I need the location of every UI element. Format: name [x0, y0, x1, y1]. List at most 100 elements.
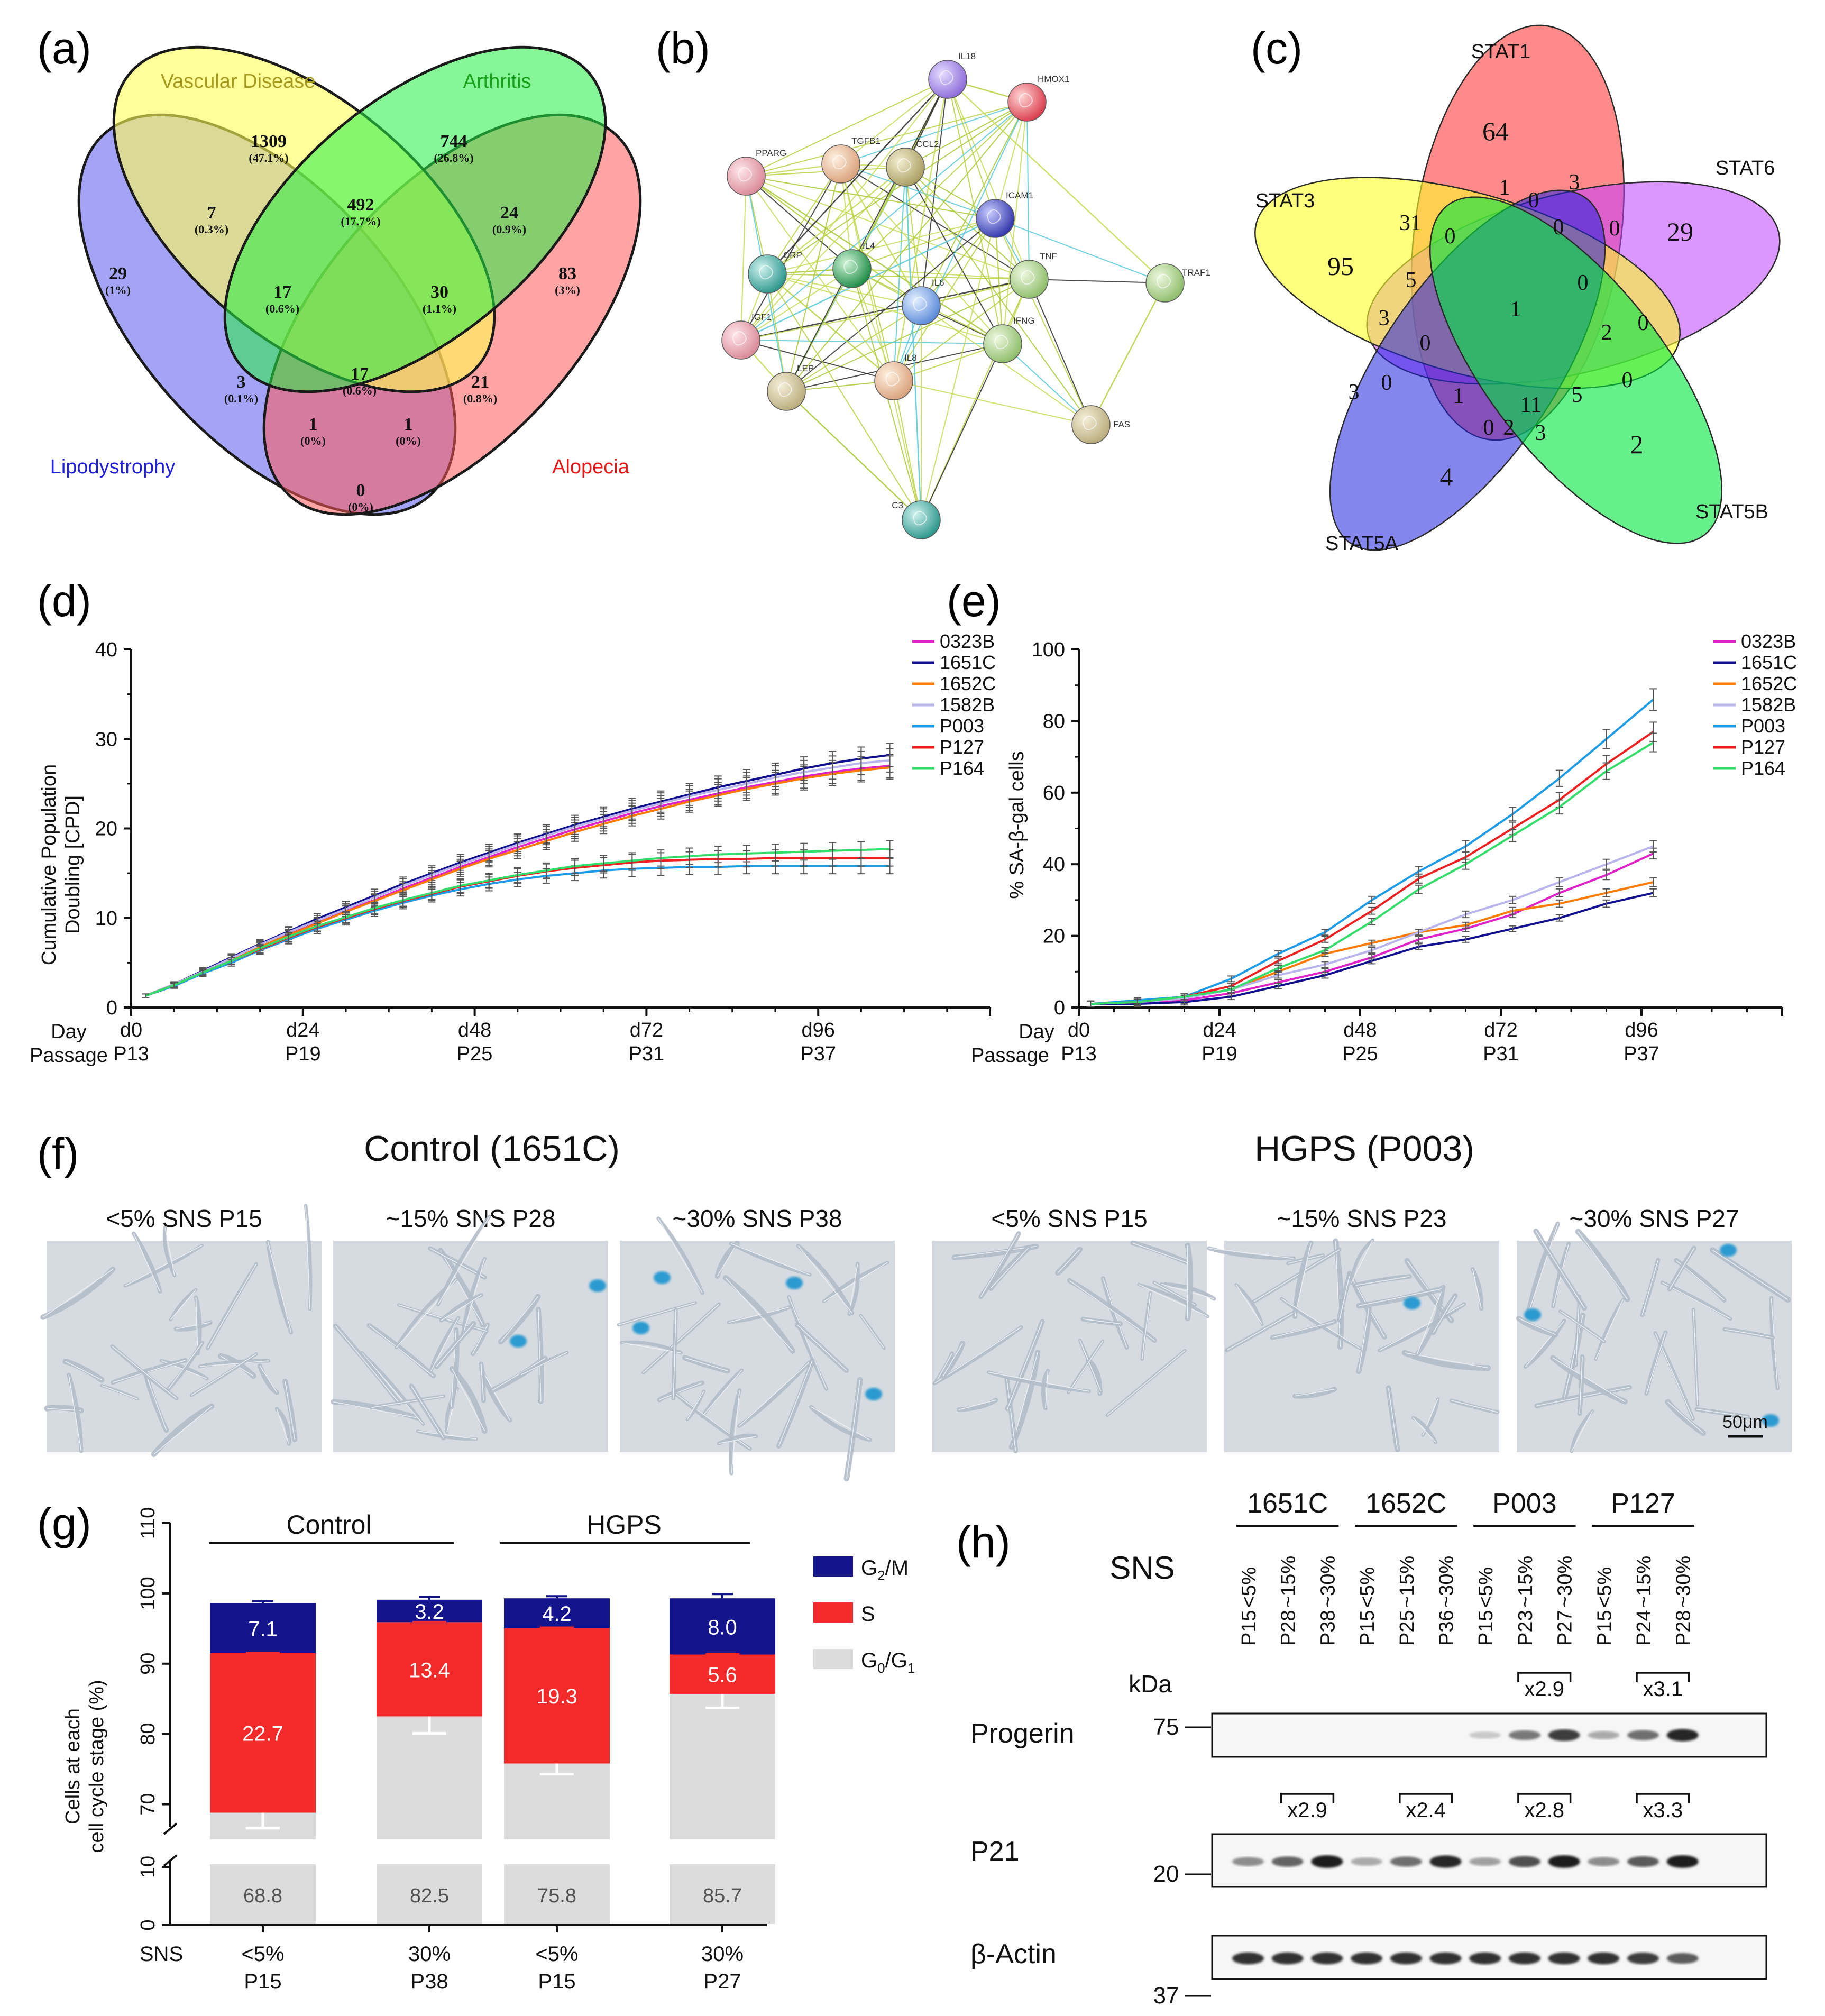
blot-band: [1666, 1729, 1699, 1742]
x-tick-label-day: d96: [1625, 1019, 1658, 1041]
network-edge: [1002, 343, 1092, 425]
cell-shape: [657, 1380, 705, 1403]
e-row2-label: Passage: [971, 1044, 1049, 1067]
blot-band: [1271, 1856, 1304, 1867]
legend-label-p164: P164: [1741, 757, 1785, 779]
fold-change-label: x2.9: [1524, 1678, 1564, 1701]
micrograph-image: [1224, 1241, 1499, 1452]
network-edge: [786, 163, 841, 392]
network-edge: [746, 175, 922, 307]
cell-edge: [1571, 1410, 1593, 1452]
network-edge: [740, 163, 841, 341]
bar-segment-g0g1: [377, 1716, 482, 1839]
venn5-count: 0: [1578, 271, 1589, 295]
legend-swatch-g2m: [813, 1556, 853, 1577]
legend-label-p127: P127: [940, 736, 984, 758]
blot-band: [1627, 1856, 1659, 1867]
network-edge: [786, 279, 1030, 392]
sa-beta-gal-stain: [510, 1335, 527, 1348]
cell-shape: [1356, 1305, 1372, 1374]
network-edge: [740, 268, 852, 341]
network-edge: [1029, 279, 1166, 283]
cell-shape: [274, 1407, 291, 1446]
panel-g-letter: (g): [37, 1499, 91, 1548]
group-label: P003: [1492, 1488, 1556, 1519]
series-line-p164: [1090, 741, 1654, 1005]
node-label: IFNG: [1013, 316, 1035, 326]
group-label: 1652C: [1365, 1488, 1446, 1519]
cell-edge: [164, 1227, 175, 1276]
bar-segment-g0g1-lower: [210, 1864, 316, 1924]
cell-edge: [285, 1381, 296, 1440]
fold-change-label: x3.3: [1643, 1799, 1683, 1822]
network-edge: [1002, 102, 1028, 344]
d-row2-label: Passage: [30, 1044, 108, 1067]
node-structure-glyph: [939, 70, 953, 85]
cell-shape: [131, 1231, 162, 1294]
cell-edge: [446, 1388, 458, 1433]
venn5-count: 11: [1520, 393, 1542, 417]
node-structure-glyph: [1083, 416, 1097, 430]
network-edge: [767, 102, 1028, 274]
micrograph-image: [932, 1241, 1207, 1452]
network-edge: [746, 176, 894, 381]
cell-shape: [1185, 1242, 1194, 1322]
cell-shape: [1769, 1296, 1780, 1390]
count-laal: 1: [404, 415, 413, 434]
cell-edge: [441, 1295, 482, 1321]
bar-segment-g0g1-lower: [670, 1864, 775, 1924]
micrograph-caption: ~15% SNS P28: [386, 1205, 556, 1232]
bar-segment-g2m: [504, 1598, 610, 1628]
sa-beta-gal-stain: [1762, 1414, 1779, 1427]
cell-shape: [1270, 1319, 1337, 1340]
fold-bracket: [1636, 1793, 1690, 1803]
label-arthritis: Arthritis: [463, 70, 531, 93]
sa-beta-gal-stain: [632, 1322, 649, 1334]
lane-sns: ~30%: [1673, 1556, 1695, 1608]
series-line-0323b: [1090, 853, 1654, 1005]
node-label: IL4: [863, 241, 875, 251]
node-label: CRP: [783, 250, 802, 260]
kda-marker: 37: [1153, 1983, 1179, 2009]
cell-edge: [1518, 1318, 1556, 1335]
blot-band: [1271, 1952, 1304, 1965]
y-tick-label: 0: [106, 997, 117, 1019]
blot-band: [1627, 1952, 1659, 1965]
cell-shape: [1550, 1355, 1628, 1405]
bar-segment-s: [670, 1654, 775, 1694]
cell-edge: [659, 1382, 703, 1400]
cell-shape: [700, 1368, 744, 1418]
bar-label-g2m: 7.1: [248, 1618, 278, 1641]
pct-v-only: (47.1%): [249, 151, 288, 164]
node-fas: [1071, 405, 1111, 444]
cell-edge: [1107, 1350, 1186, 1416]
node-il4: [832, 249, 872, 288]
cell-shape: [257, 1363, 280, 1395]
cell-edge: [1696, 1409, 1748, 1417]
pct-lal: (0%): [348, 500, 373, 514]
cell-edge: [1578, 1231, 1628, 1299]
pct-la: (0.1%): [224, 392, 258, 405]
cell-edge: [1712, 1250, 1789, 1300]
cell-shape: [729, 1388, 742, 1476]
node-structure-glyph: [738, 167, 752, 182]
network-edge: [893, 102, 1028, 381]
cell-edge: [778, 1360, 813, 1446]
network-edge: [740, 102, 1028, 341]
cell-edge: [1083, 1318, 1121, 1324]
venn5-count: 0: [1528, 188, 1539, 213]
cell-edge: [676, 1394, 750, 1450]
blot-band: [1666, 1953, 1699, 1964]
node-ccl2: [886, 148, 925, 187]
cell-edge: [335, 1325, 400, 1404]
d-ylabel-line2: Doubling [CPD]: [62, 795, 84, 934]
legend-label-1582b: 1582B: [1741, 694, 1796, 716]
cell-shape: [436, 1214, 491, 1307]
lane-sns: ~30%: [1317, 1556, 1339, 1608]
network-edge: [994, 218, 1004, 344]
y-tick-label: 110: [137, 1507, 159, 1540]
network-edge: [893, 380, 1092, 425]
bar-segment-s: [504, 1628, 610, 1764]
cell-edge: [1208, 1248, 1294, 1259]
